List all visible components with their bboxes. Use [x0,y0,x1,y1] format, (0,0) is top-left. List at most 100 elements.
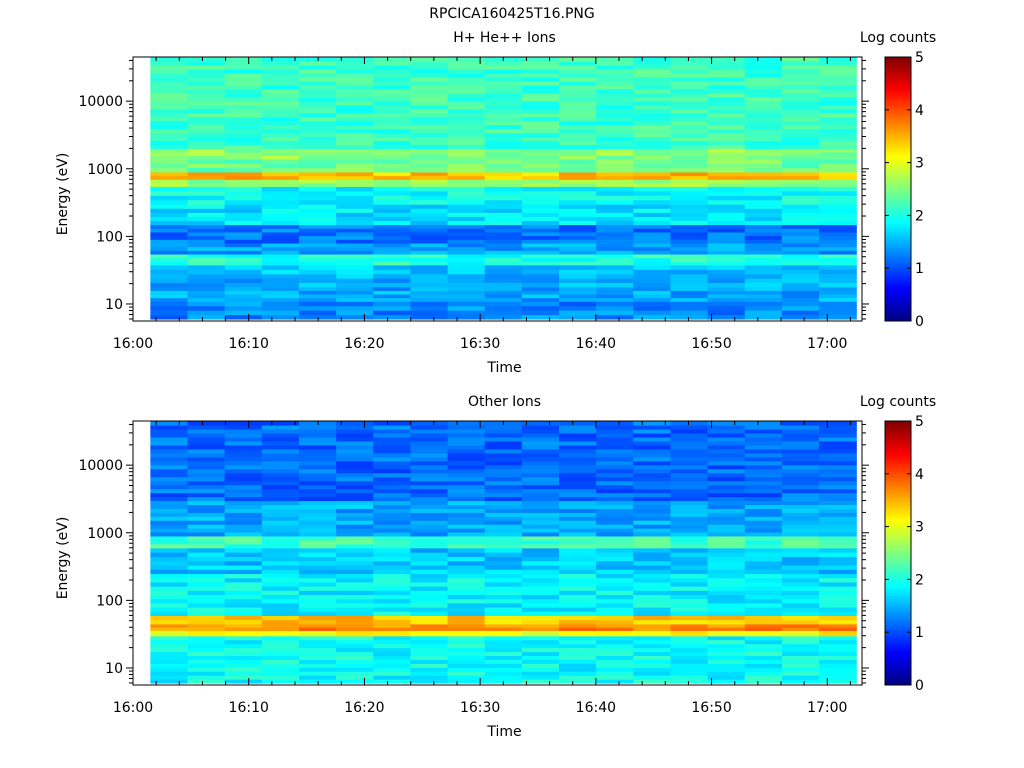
spectrogram-cell [744,488,783,494]
spectrogram-cell [484,151,523,156]
spectrogram-cell [150,627,189,631]
spectrogram-cell [298,436,337,442]
colorbar-step [885,587,911,591]
spectrogram-cell [670,96,709,102]
spectrogram-cell [559,492,597,498]
spectrogram-cell [781,136,820,142]
spectrogram-cell [559,444,597,450]
spectrogram-cell [781,212,820,217]
spectrogram-cell [670,220,709,226]
colorbar-step [885,510,911,514]
spectrogram-cell [707,496,746,502]
spectrogram-cell [447,508,486,513]
spectrogram-cell [484,594,523,600]
spectrogram-cell [336,250,374,255]
spectrogram-cell [596,598,634,604]
spectrogram-cell [410,104,449,110]
spectrogram-cell [744,539,783,545]
spectrogram-cell [261,484,300,490]
spectrogram-cell [670,590,709,596]
spectrogram-cell [150,212,189,217]
spectrogram-cell [521,504,560,509]
spectrogram-cell [744,112,783,118]
spectrogram-cell [150,516,189,521]
spectrogram-cell [781,492,820,498]
spectrogram-cell [596,623,634,628]
spectrogram-cell [559,460,597,466]
spectrogram-cell [707,148,746,153]
spectrogram-cell [224,577,263,583]
spectrogram-cell [373,556,412,562]
spectrogram-cell [336,547,374,553]
spectrogram-cell [261,512,300,517]
spectrogram-cell [521,216,560,221]
spectrogram-cell [819,182,857,187]
spectrogram-cell [819,120,857,126]
spectrogram-cell [633,531,672,537]
spectrogram-cell [559,528,597,533]
spectrogram-cell [224,167,263,173]
spectrogram-cell [633,647,672,653]
spectrogram-cell [707,472,746,478]
spectrogram-cell [521,651,560,657]
spectrogram-cell [261,220,300,226]
spectrogram-cell [224,84,263,90]
spectrogram-cell [410,635,449,641]
spectrogram-cell [819,581,857,587]
spectrogram-cell [521,76,560,82]
spectrogram-cell [224,611,263,616]
spectrogram-cell [187,175,226,180]
colorbar-step [885,231,911,235]
colorbar-step [885,626,911,631]
spectrogram-cell [559,278,597,283]
spectrogram-cell [150,535,189,541]
spectrogram-cell [819,432,857,438]
colorbar-step [885,170,911,174]
spectrogram-cell [484,104,523,110]
spectrogram-cell [521,598,560,604]
spectrogram-cell [261,573,300,579]
spectrogram-cell [633,448,672,454]
spectrogram-cell [410,144,449,150]
spectrogram-cell [261,444,300,450]
spectrogram-cell [633,216,672,221]
spectrogram-cell [373,535,412,541]
spectrogram-cell [670,182,709,187]
colorbar-tick-label: 2 [915,208,924,224]
spectrogram-cell [633,512,672,517]
spectrogram-cell [447,484,486,490]
spectrogram-cell [484,524,523,529]
spectrogram-cell [559,639,597,645]
spectrogram-cell [373,246,412,251]
spectrogram-cell [373,643,412,649]
spectrogram-cell [224,124,263,130]
spectrogram-cell [336,594,374,600]
spectrogram-cell [819,586,857,591]
spectrogram-cell [559,216,597,221]
spectrogram-cell [187,148,226,153]
spectrogram-cell [150,667,189,672]
spectrogram-cell [781,602,820,608]
spectrogram-cell [187,278,226,283]
colorbar-step [885,270,911,274]
spectrogram-cell [410,235,449,240]
spectrogram-cell [187,440,226,446]
spectrogram-cell [410,428,449,434]
spectrogram-cell [150,293,189,299]
spectrogram-cell [447,630,486,637]
spectrogram-cell [410,564,449,570]
spectrogram-cell [559,667,597,672]
spectrogram-cell [150,190,189,196]
spectrogram-cell [781,269,820,275]
spectrogram-cell [707,257,746,262]
spectrogram-cell [298,569,337,575]
spectrogram-cell [187,182,226,187]
spectrogram-cell [298,286,337,291]
spectrogram-cell [819,72,857,78]
spectrogram-cell [819,590,857,596]
spectrogram-cell [447,57,486,62]
spectrogram-cell [744,623,783,628]
spectrogram-cell [410,508,449,513]
spectrogram-cell [744,679,783,684]
spectrogram-cell [484,235,523,240]
